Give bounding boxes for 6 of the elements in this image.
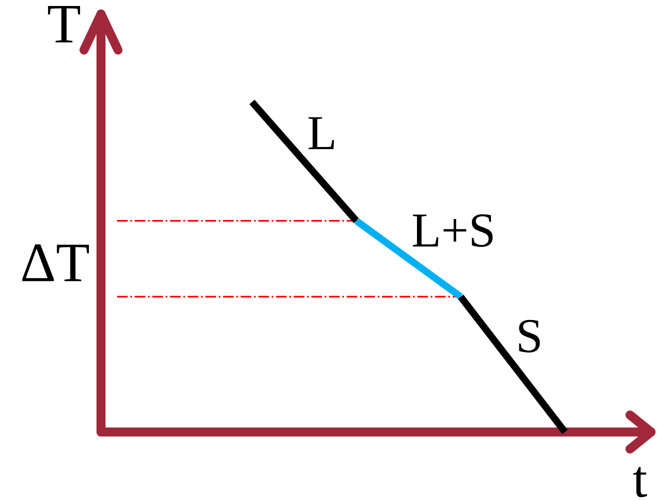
series-label: L xyxy=(308,117,334,150)
y-axis-title: T xyxy=(48,6,80,42)
series-label: L+S xyxy=(412,214,493,247)
x-axis-title: t xyxy=(633,466,648,498)
series-label: S xyxy=(519,320,540,353)
text: ΔT xyxy=(22,244,89,282)
